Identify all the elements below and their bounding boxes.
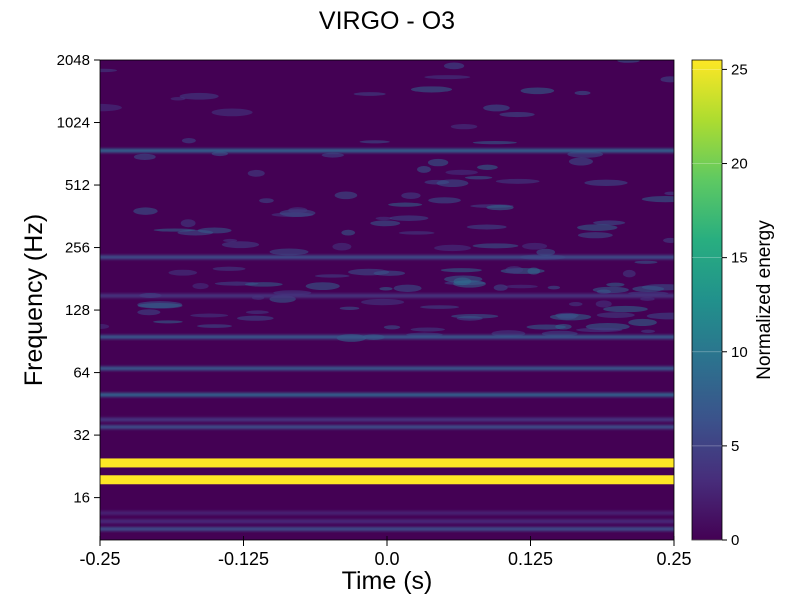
colorbar-tick-label: 25 — [731, 61, 748, 78]
energy-band — [100, 519, 674, 524]
energy-band — [100, 510, 674, 515]
x-tick-label: -0.25 — [79, 549, 120, 569]
y-tick-label: 32 — [73, 427, 90, 444]
y-axis: 16 32 64 128 256 512 1024 2048 — [57, 52, 100, 507]
x-tick-label: 0.25 — [656, 549, 691, 569]
y-tick-label: 1024 — [57, 115, 90, 132]
energy-band — [100, 475, 674, 485]
noise-texture — [100, 60, 674, 342]
x-axis: -0.25 -0.125 0.0 0.125 0.25 — [79, 536, 692, 569]
energy-band — [100, 458, 674, 468]
y-tick-label: 256 — [65, 240, 90, 257]
energy-band — [100, 255, 674, 260]
y-axis-label: Frequency (Hz) — [20, 214, 48, 386]
energy-bands — [100, 148, 674, 531]
colorbar-tick-label: 0 — [731, 532, 739, 549]
energy-band — [100, 334, 674, 339]
energy-band — [100, 293, 674, 298]
energy-band — [100, 366, 674, 371]
x-tick-label: -0.125 — [218, 549, 269, 569]
colorbar-tick-label: 10 — [731, 344, 748, 361]
energy-band — [100, 425, 674, 430]
x-tick-label: 0.0 — [374, 549, 399, 569]
colorbar-tick-label: 15 — [731, 250, 748, 267]
energy-band — [100, 148, 674, 153]
y-tick-label: 16 — [73, 490, 90, 507]
colorbar: 0 5 10 15 20 25 Normalized energy — [691, 59, 775, 549]
colorbar-ticks: 0 5 10 15 20 25 — [692, 61, 748, 549]
energy-band — [100, 417, 674, 422]
energy-band — [100, 526, 674, 531]
colorbar-gradient — [691, 59, 723, 541]
plot-area — [99, 59, 675, 541]
y-tick-label: 128 — [65, 302, 90, 319]
energy-band — [100, 392, 674, 397]
colorbar-tick-label: 20 — [731, 156, 748, 173]
y-tick-label: 512 — [65, 177, 90, 194]
colorbar-label: Normalized energy — [754, 220, 775, 380]
y-tick-label: 2048 — [57, 52, 90, 69]
y-tick-label: 64 — [73, 365, 90, 382]
x-tick-label: 0.125 — [508, 549, 553, 569]
x-axis-label: Time (s) — [342, 567, 433, 595]
chart-title: VIRGO - O3 — [319, 7, 455, 35]
colorbar-tick-label: 5 — [731, 438, 739, 455]
